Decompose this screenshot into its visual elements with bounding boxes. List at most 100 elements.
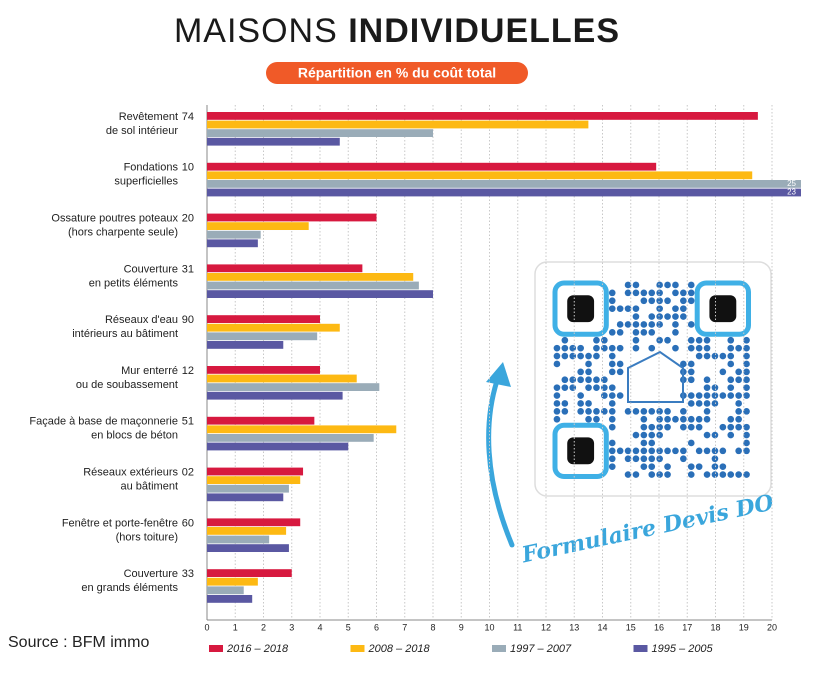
qr-dot	[743, 447, 750, 455]
qr-dot	[553, 408, 561, 415]
bar	[207, 162, 657, 171]
qr-dot	[656, 408, 663, 415]
qr-dot	[727, 384, 735, 391]
bar	[207, 171, 753, 180]
qr-dot	[680, 305, 687, 312]
qr-dot	[648, 313, 656, 320]
arrow	[486, 369, 515, 548]
bar	[207, 222, 309, 230]
legend-swatch	[350, 645, 365, 652]
category-label: en blocs de béton	[91, 430, 178, 442]
qr-dot	[680, 408, 687, 415]
bar	[207, 577, 258, 586]
qr-dot	[648, 321, 656, 328]
qr-dot	[735, 447, 742, 455]
qr-dot	[743, 384, 750, 391]
qr-dot	[553, 344, 561, 352]
qr-dot	[656, 321, 663, 328]
qr-dot	[703, 471, 711, 478]
x-tick-label: 7	[402, 622, 407, 632]
qr-dot	[608, 447, 616, 455]
qr-dot	[561, 336, 569, 344]
bar	[207, 230, 261, 239]
qr-dot	[727, 423, 735, 431]
qr-dot	[703, 400, 711, 407]
qr-dot	[624, 471, 632, 478]
qr-dot	[577, 368, 584, 376]
qr-dot	[727, 471, 735, 478]
qr-dot	[743, 408, 750, 415]
qr-dot	[687, 368, 695, 376]
qr-dot	[743, 344, 750, 352]
bar	[207, 434, 374, 442]
qr-dot	[695, 463, 703, 470]
x-tick-label: 19	[739, 622, 749, 632]
qr-dot	[727, 344, 735, 352]
category-code: 10	[182, 162, 194, 174]
qr-dot	[687, 321, 695, 328]
qr-dot	[640, 329, 648, 336]
qr-dot	[656, 297, 663, 305]
qr-dot	[743, 360, 750, 368]
qr-dot	[569, 352, 577, 360]
qr-dot	[735, 415, 742, 423]
qr-dot	[680, 297, 687, 305]
qr-dot	[561, 352, 569, 360]
bar	[207, 467, 304, 476]
qr-dot	[616, 344, 624, 352]
qr-dot	[687, 336, 695, 344]
bar	[207, 239, 258, 248]
category-label: en petits éléments	[89, 277, 179, 289]
chart-title: MAISONS INDIVIDUELLES	[174, 12, 620, 50]
qr-dot	[664, 336, 671, 344]
qr-dot	[743, 439, 750, 447]
qr-dot	[735, 400, 742, 407]
qr-finder-core	[709, 295, 737, 323]
qr-dot	[687, 439, 695, 447]
category-code: 74	[182, 111, 194, 123]
qr-dot	[648, 447, 656, 455]
qr-dot	[577, 392, 584, 399]
bar	[207, 416, 315, 425]
qr-dot	[711, 455, 719, 463]
qr-dot	[608, 408, 616, 415]
qr-dot	[656, 471, 663, 478]
qr-dot	[624, 447, 632, 455]
category-label: Mur enterré	[121, 365, 178, 377]
qr-dot	[672, 281, 679, 289]
bar	[207, 442, 349, 451]
qr-dot	[664, 447, 671, 455]
bar	[207, 569, 292, 577]
qr-finder-core	[567, 295, 595, 323]
qr-dot	[640, 321, 648, 328]
qr-dot	[687, 376, 695, 384]
qr-dot	[664, 408, 671, 415]
qr-dot	[672, 415, 679, 423]
value-label: 23	[787, 188, 796, 197]
qr-dot	[585, 376, 592, 384]
x-tick-label: 5	[346, 622, 351, 632]
qr-dot	[687, 400, 695, 407]
x-tick-label: 8	[430, 622, 435, 632]
category-code: 33	[182, 568, 194, 580]
qr-dot	[648, 471, 656, 478]
qr-dot	[719, 447, 727, 455]
category-label: Fenêtre et porte-fenêtre	[62, 517, 178, 529]
x-tick-label: 13	[569, 622, 579, 632]
qr-dot	[624, 321, 632, 328]
qr-dot	[656, 305, 663, 312]
qr-dot	[553, 360, 561, 368]
qr-dot	[703, 392, 711, 399]
qr-dot	[616, 392, 624, 399]
bar	[207, 129, 433, 137]
qr-dot	[561, 408, 569, 415]
bar	[207, 264, 363, 273]
qr-dot	[664, 281, 671, 289]
qr-dot	[577, 352, 584, 360]
qr-dot	[735, 368, 742, 376]
qr-dot	[743, 352, 750, 360]
x-tick-label: 11	[513, 622, 522, 632]
qr-dot	[672, 321, 679, 328]
qr-dot	[664, 297, 671, 305]
qr-dot	[640, 439, 648, 447]
